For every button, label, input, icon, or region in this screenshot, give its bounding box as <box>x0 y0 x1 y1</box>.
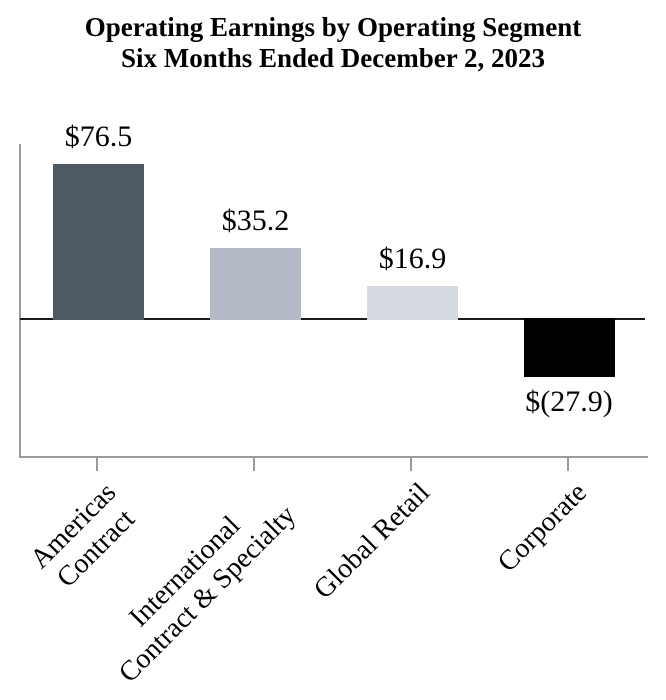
x-axis-line <box>19 456 648 458</box>
value-label-corporate: $(27.9) <box>525 385 613 418</box>
bar-global-retail <box>367 286 458 320</box>
value-label-international-contract-specialty: $35.2 <box>221 204 290 237</box>
chart-title: Operating Earnings by Operating Segment … <box>0 12 666 74</box>
x-axis-tick-corporate <box>566 458 569 471</box>
category-label-corporate: Corporate <box>491 477 593 579</box>
chart-title-line2: Six Months Ended December 2, 2023 <box>120 43 545 73</box>
bar-americas-contract <box>53 164 144 320</box>
x-axis-tick-global-retail <box>410 458 412 471</box>
x-axis-tick-americas-contract <box>96 458 98 471</box>
value-label-global-retail: $16.9 <box>378 242 447 275</box>
y-axis-line <box>19 144 21 458</box>
chart-title-line1: Operating Earnings by Operating Segment <box>84 12 582 42</box>
bar-corporate <box>523 318 615 377</box>
zero-baseline-line <box>20 318 645 320</box>
x-axis-tick-international-contract-specialty <box>253 458 255 471</box>
category-label-americas-contract: Americas Contract <box>24 477 142 594</box>
category-label-global-retail: Global Retail <box>308 477 437 606</box>
value-label-americas-contract: $76.5 <box>64 120 133 153</box>
bar-international-contract-specialty <box>210 248 301 320</box>
